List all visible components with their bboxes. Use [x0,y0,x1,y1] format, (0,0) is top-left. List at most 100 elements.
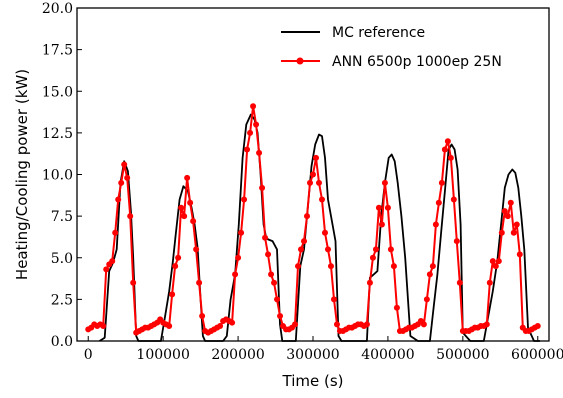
data-point [187,199,194,206]
data-point [256,149,263,156]
data-point [250,103,257,110]
legend-label-0: MC reference [332,25,425,41]
data-point [232,271,239,278]
data-point [166,323,173,330]
legend-label-1: ANN 6500p 1000ep 25N [332,54,502,70]
y-tick-label: 15.0 [42,84,73,100]
data-point [253,121,260,128]
data-point [172,263,179,270]
data-point [435,199,442,206]
data-point [304,213,311,220]
data-point [271,279,278,286]
data-point [301,238,308,245]
data-point [450,196,457,203]
x-tick-label: 300000 [286,347,339,363]
data-point [178,204,185,211]
data-point [199,313,206,320]
data-point [453,238,460,245]
data-point [262,234,269,241]
data-point [486,279,493,286]
data-point [312,154,319,161]
data-point [181,213,188,220]
data-point [447,154,454,161]
series-line-0 [99,113,540,342]
data-point [118,179,125,186]
data-point [127,213,134,220]
data-point [277,313,284,320]
data-point [318,196,325,203]
data-point [103,266,110,273]
data-point [381,179,388,186]
data-point [489,258,496,265]
data-point [501,208,508,215]
data-point [372,246,379,253]
data-point [378,221,385,228]
data-point [229,319,236,326]
data-point [483,321,490,328]
data-point [100,323,107,330]
data-point [247,129,254,136]
data-point [444,138,451,145]
data-point [384,204,391,211]
data-point [327,263,334,270]
data-point [265,251,272,258]
data-point [130,279,137,286]
data-point [504,213,511,220]
data-point [366,279,373,286]
data-point [495,258,502,265]
data-point [324,246,331,253]
data-point [369,254,376,261]
data-point [441,146,448,153]
data-point [513,221,520,228]
data-point [175,254,182,261]
data-point [268,271,275,278]
y-tick-label: 0.0 [51,334,73,350]
x-tick-label: 500000 [436,347,489,363]
data-point [295,263,302,270]
data-point [109,258,116,265]
y-tick-label: 2.5 [51,292,73,308]
data-point [115,196,122,203]
x-tick-label: 0 [84,347,93,363]
data-point [363,321,370,328]
y-tick-label: 17.5 [42,43,73,59]
data-point [193,246,200,253]
data-point [420,321,427,328]
legend: MC reference ANN 6500p 1000ep 25N [281,25,502,70]
data-point [375,204,382,211]
data-point [393,304,400,311]
data-point [169,291,176,298]
data-point [456,279,463,286]
data-point [238,229,245,236]
data-point [330,296,337,303]
y-tick-label: 12.5 [42,126,73,142]
data-point [310,171,316,178]
data-point [315,179,322,186]
data-point [390,263,397,270]
data-point [423,296,430,303]
data-point [112,229,119,236]
data-point [124,174,131,181]
data-point [321,229,328,236]
x-tick-label: 400000 [361,347,414,363]
data-point [121,161,128,168]
y-tick-label: 5.0 [51,251,73,267]
x-tick-label: 600000 [511,347,563,363]
data-point [510,229,517,236]
data-point [438,179,445,186]
tick-layer: 0 100000 200000 300000 400000 500000 600000 0.0… [42,1,563,363]
data-point [274,296,281,303]
y-tick-label: 20.0 [42,1,73,17]
x-axis-label: Time (s) [282,372,344,390]
data-point [196,279,203,286]
y-axis-label: Heating/Cooling power (kW) [13,69,31,280]
data-point [429,263,436,270]
data-point [241,196,248,203]
y-tick-label: 10.0 [42,168,73,184]
data-point [190,218,197,225]
data-point [516,251,523,258]
data-point [298,246,305,253]
data-point [432,221,439,228]
data-point [426,271,433,278]
